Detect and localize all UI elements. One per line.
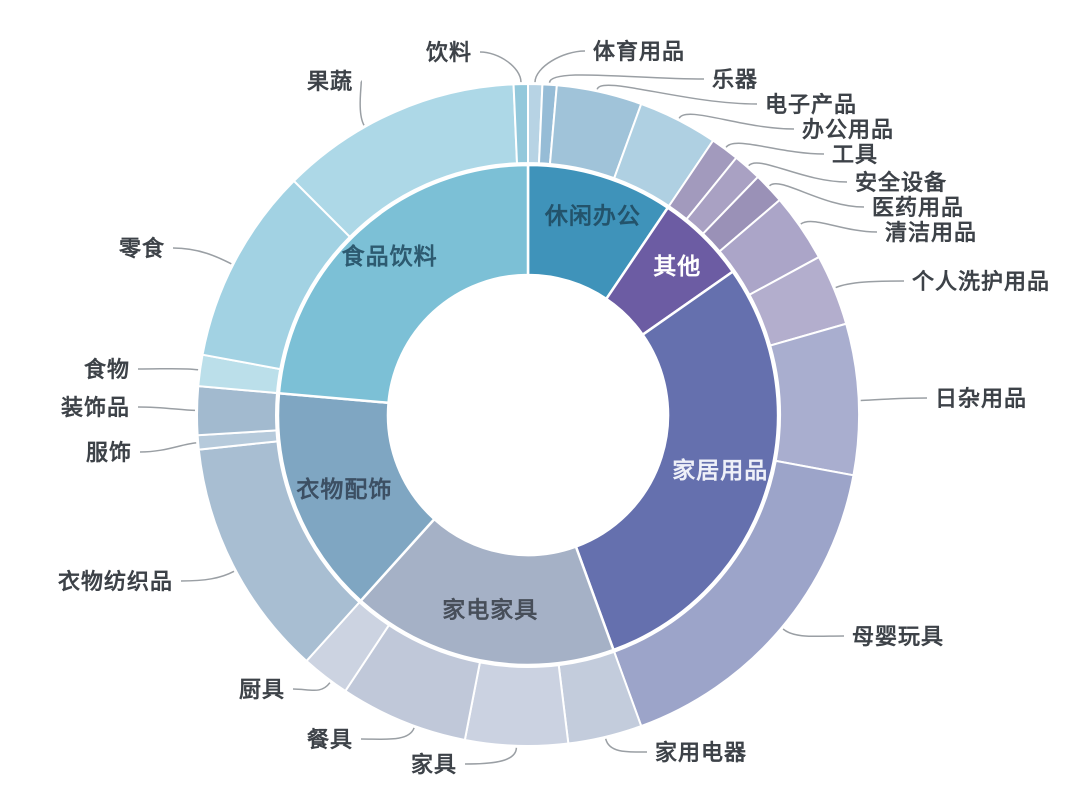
outer-segment-18[interactable] xyxy=(196,385,279,437)
leader-line-1 xyxy=(534,50,586,83)
outer-segment-label-18: 装饰品 xyxy=(61,395,130,420)
outer-segment-label-1: 体育用品 xyxy=(593,39,685,64)
inner-segment-label-4: 家电家具 xyxy=(442,596,538,622)
inner-segment-label-3: 家居用品 xyxy=(672,457,768,483)
outer-segment-label-8: 清洁用品 xyxy=(885,220,977,245)
leader-line-3 xyxy=(596,84,758,105)
outer-segment-label-5: 工具 xyxy=(832,142,878,167)
leader-line-4 xyxy=(678,113,795,130)
leader-line-16 xyxy=(180,570,235,582)
inner-segment-label-2: 其他 xyxy=(653,253,701,279)
outer-segment-label-7: 医药用品 xyxy=(872,195,964,220)
leader-line-17 xyxy=(139,442,197,453)
outer-segment-label-16: 衣物纺织品 xyxy=(58,569,173,594)
leader-line-19 xyxy=(137,367,199,371)
leader-line-15 xyxy=(292,682,331,692)
outer-segment-label-2: 乐器 xyxy=(712,67,758,92)
leader-lines-layer xyxy=(137,50,928,765)
leader-line-14 xyxy=(360,727,415,740)
outer-segment-label-17: 服饰 xyxy=(86,440,132,465)
leader-line-7 xyxy=(768,183,865,208)
inner-segment-6[interactable] xyxy=(277,163,530,405)
outer-segment-10[interactable] xyxy=(769,322,860,477)
outer-segment-label-19: 食物 xyxy=(84,357,130,382)
outer-segment-label-11: 母婴玩具 xyxy=(852,624,944,649)
outer-segment-label-9: 个人洗护用品 xyxy=(912,269,1050,294)
leader-line-6 xyxy=(748,162,848,183)
leader-line-13 xyxy=(464,747,518,765)
leader-line-8 xyxy=(800,220,878,233)
leader-line-20 xyxy=(172,247,232,265)
leader-line-2 xyxy=(548,74,705,84)
leader-line-5 xyxy=(725,142,825,155)
outer-segment-label-13: 家具 xyxy=(411,752,457,777)
outer-segment-label-6: 安全设备 xyxy=(855,170,947,195)
inner-segment-label-5: 衣物配饰 xyxy=(296,476,392,502)
leader-line-10 xyxy=(860,397,928,402)
outer-segment-label-10: 日杂用品 xyxy=(935,386,1027,411)
outer-segment-label-21: 果蔬 xyxy=(307,69,353,94)
outer-segment-label-12: 家用电器 xyxy=(655,740,747,765)
outer-segment-13[interactable] xyxy=(463,661,570,747)
inner-segment-4[interactable] xyxy=(358,517,616,667)
outer-segment-label-14: 餐具 xyxy=(307,727,353,752)
leader-line-22 xyxy=(479,51,522,83)
outer-segment-label-20: 零食 xyxy=(118,236,165,261)
leader-line-21 xyxy=(359,80,365,126)
outer-segment-label-15: 厨具 xyxy=(239,677,285,702)
outer-segment-label-4: 办公用品 xyxy=(802,117,894,142)
outer-segment-label-22: 饮料 xyxy=(425,40,472,65)
leader-line-18 xyxy=(137,406,196,412)
leader-line-11 xyxy=(782,628,845,638)
segments-layer xyxy=(196,82,860,747)
inner-segment-label-6: 食品饮料 xyxy=(342,243,438,269)
inner-segment-label-1: 休闲办公 xyxy=(544,202,641,228)
outer-segment-label-3: 电子产品 xyxy=(765,92,857,117)
leader-line-12 xyxy=(604,738,648,753)
outer-segment-22[interactable] xyxy=(512,82,529,165)
inner-segment-3[interactable] xyxy=(574,269,780,652)
leader-line-9 xyxy=(835,280,905,289)
